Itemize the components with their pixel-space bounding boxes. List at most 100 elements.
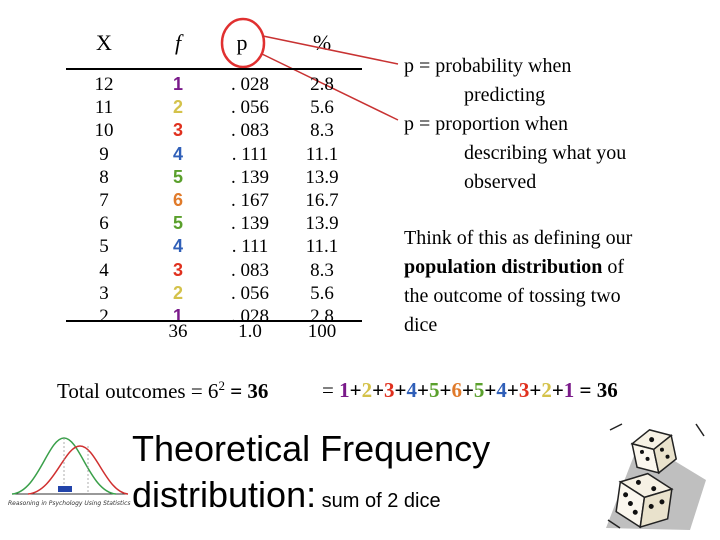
cell-x: 4 — [99, 259, 109, 281]
cell-x: 9 — [99, 143, 109, 165]
cell-pct: 5.6 — [310, 282, 334, 304]
cell-p: . 083 — [231, 120, 269, 142]
cell-x: 10 — [94, 120, 114, 142]
cell-pct: 8.3 — [310, 259, 334, 281]
cell-x: 8 — [99, 166, 109, 188]
cell-x: 5 — [99, 236, 109, 258]
population-note: Think of this as defining our population… — [404, 224, 632, 340]
cell-f: 2 — [172, 97, 183, 118]
cell-x: 2 — [99, 305, 109, 327]
sum-term: 3 — [384, 378, 395, 402]
probability-line-2: predicting — [464, 84, 546, 106]
population-line-3: the outcome of tossing two — [404, 285, 621, 307]
dice-icon — [606, 423, 706, 530]
population-distribution-bold: population distribution — [404, 256, 603, 278]
cell-p: . 056 — [231, 282, 269, 304]
sum-term: 3 — [518, 378, 530, 402]
slide-title-line-2: distribution: sum of 2 dice — [132, 474, 441, 516]
cell-f: 4 — [172, 236, 183, 257]
proportion-line-1: p = proportion when — [404, 113, 569, 135]
cell-f: 5 — [172, 213, 183, 234]
sum-plus: + — [461, 378, 474, 402]
cell-f: 1 — [172, 74, 183, 94]
sum-plus: + — [529, 378, 542, 402]
cell-f: 5 — [172, 166, 183, 187]
cell-x: 11 — [94, 97, 114, 119]
rips-logo: Reasoning in Psychology Using Statistics — [8, 428, 131, 510]
sum-formula: = 1+2+3+4+5+6+5+4+3+2+1 = 36 — [322, 378, 618, 403]
sum-plus: + — [551, 378, 564, 402]
sum-term: 6 — [451, 378, 462, 402]
total-outcomes-result: = 36 — [224, 379, 269, 403]
slide-title-line-2-main: distribution: — [132, 474, 317, 515]
table-total-rule — [66, 320, 362, 322]
cell-x: 6 — [99, 213, 109, 235]
cell-f: 2 — [172, 282, 183, 303]
sum-term: 4 — [496, 378, 507, 402]
cell-f: 3 — [172, 120, 183, 141]
sum-prefix: = — [322, 378, 340, 402]
cell-p: . 083 — [231, 259, 269, 281]
cell-pct: 16.7 — [305, 189, 339, 211]
proportion-line-3: observed — [464, 171, 537, 193]
cell-x: 3 — [99, 282, 109, 304]
sum-term: 5 — [473, 378, 485, 402]
sum-term: 1 — [563, 378, 575, 402]
sum-term: 2 — [541, 378, 552, 402]
sum-term: 4 — [406, 378, 418, 402]
cell-pct: 5.6 — [310, 97, 334, 119]
cell-p: . 028 — [231, 74, 269, 95]
connector-line-top — [262, 35, 399, 65]
sum-terms: 1+2+3+4+5+6+5+4+3+2+1 — [339, 378, 574, 402]
cell-pct: 8.3 — [310, 120, 334, 142]
population-line-4: dice — [404, 314, 438, 336]
slide-title-line-1: Theoretical Frequency — [132, 428, 491, 469]
column-percent: 2.8 5.6 8.3 11.1 13.9 16.7 13.9 11.1 8.3 5.6 2.8 — [292, 73, 352, 328]
sum-plus: + — [372, 378, 385, 402]
cell-f: 3 — [172, 259, 183, 280]
cell-x: 7 — [99, 189, 109, 211]
total-outcomes-label: Total outcomes = 6 — [57, 379, 219, 403]
total-percent: 100 — [307, 321, 337, 342]
sum-plus: + — [394, 378, 407, 402]
table-header-rule — [66, 68, 362, 70]
sum-plus: + — [349, 378, 362, 402]
column-x: 12 11 10 9 8 7 6 5 4 3 2 — [74, 73, 134, 328]
normal-curves-icon — [11, 437, 129, 495]
proportion-line-2: describing what you — [464, 142, 627, 164]
slide-title-line-2-sub: sum of 2 dice — [316, 490, 441, 512]
cell-x: 12 — [94, 74, 114, 95]
cell-pct: 2.8 — [310, 74, 334, 95]
cell-p: . 139 — [231, 213, 269, 235]
population-line-2-tail: of — [602, 256, 625, 278]
logo-caption: Reasoning in Psychology Using Statistics — [8, 500, 131, 507]
p-highlight-circle — [220, 17, 266, 69]
cell-p: . 111 — [231, 143, 269, 165]
cell-pct: 11.1 — [305, 236, 339, 258]
total-f: 36 — [168, 321, 188, 342]
cell-f: 6 — [172, 189, 183, 210]
cell-p: . 056 — [231, 97, 269, 119]
cell-f: 1 — [172, 305, 183, 326]
header-f: f — [174, 30, 182, 55]
sum-term: 5 — [428, 378, 440, 402]
cell-pct: 13.9 — [305, 213, 339, 235]
population-line-1: Think of this as defining our — [404, 227, 633, 249]
sum-plus: + — [484, 378, 497, 402]
cell-p: . 139 — [231, 166, 269, 188]
header-x: X — [96, 30, 112, 55]
total-outcomes-formula: Total outcomes = 62 = 36 — [57, 378, 268, 404]
cell-pct: 13.9 — [305, 166, 339, 188]
total-p: 1.0 — [238, 321, 262, 342]
connector-line-bottom — [261, 53, 399, 121]
population-line-2: population distribution of — [404, 253, 632, 282]
column-p: . 028. 056. 083. 111. 139. 167. 139. 111… — [220, 73, 280, 328]
sum-plus: + — [506, 378, 519, 402]
sum-term: 2 — [361, 378, 373, 402]
sum-plus: + — [439, 378, 452, 402]
cell-p: . 167 — [231, 189, 269, 211]
sum-result: = 36 — [574, 378, 618, 402]
probability-line-1: p = probability when — [404, 55, 572, 77]
